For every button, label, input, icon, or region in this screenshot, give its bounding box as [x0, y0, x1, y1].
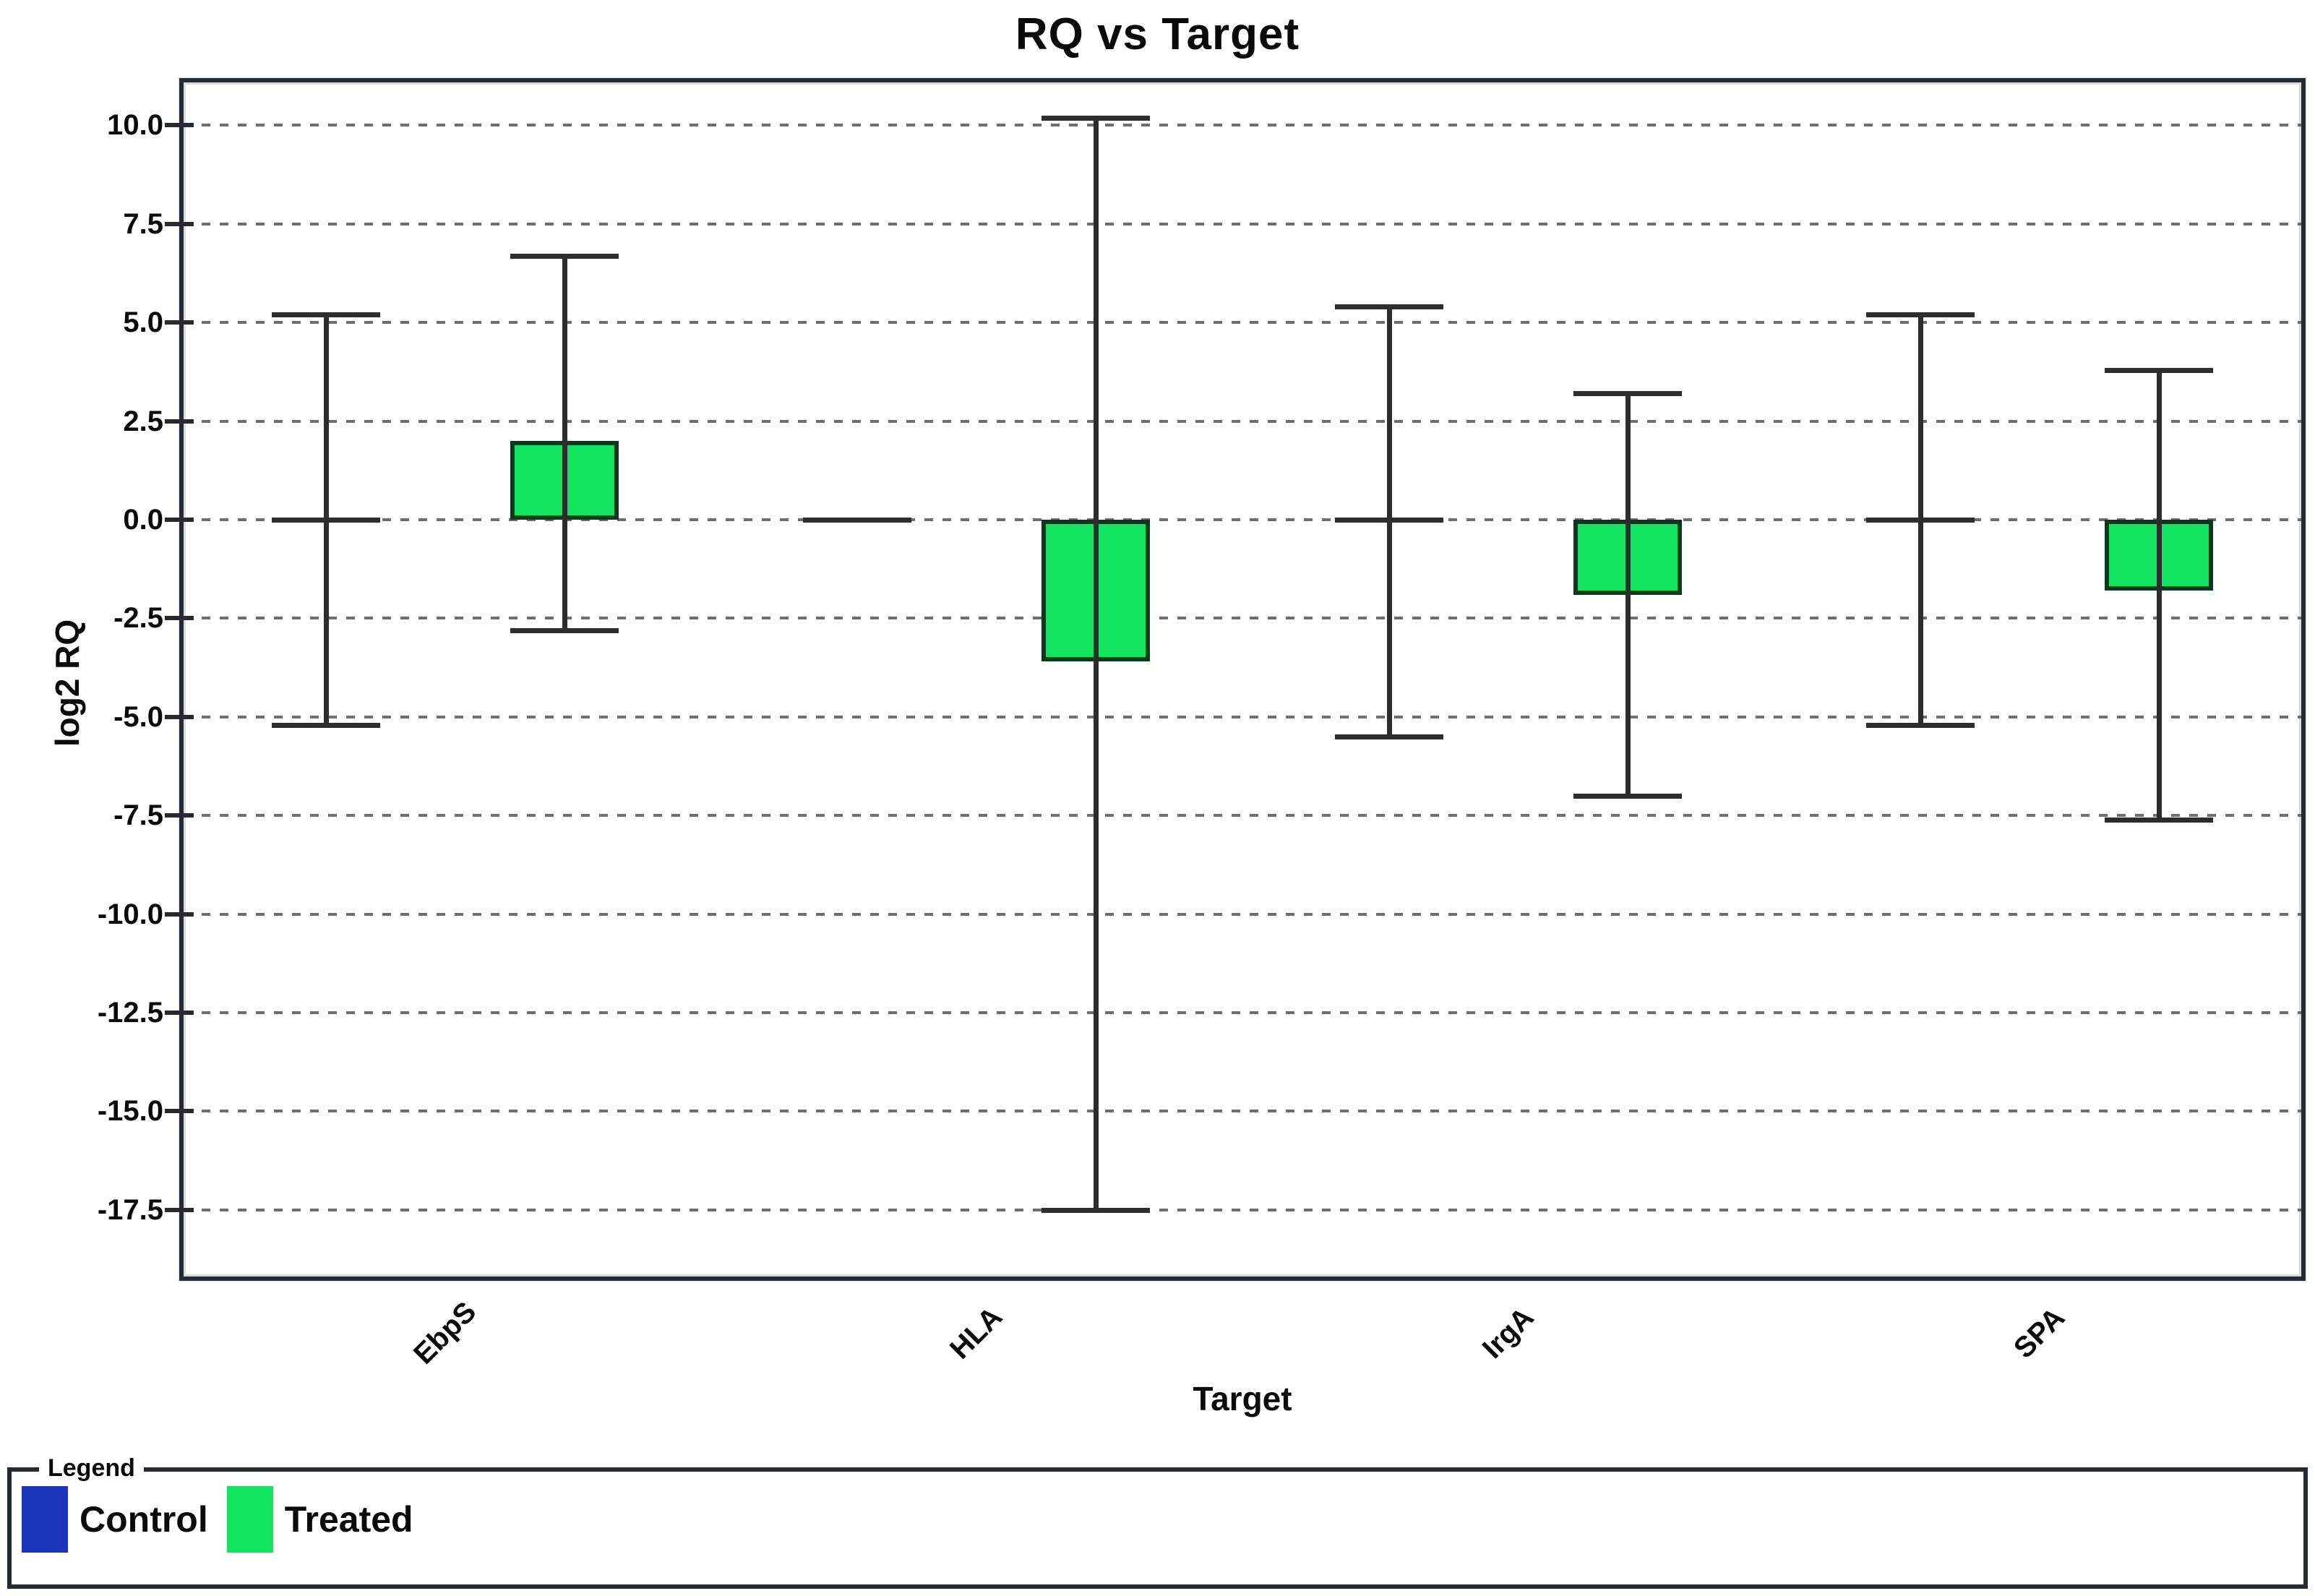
gridline	[184, 419, 2301, 423]
y-tick-mark	[165, 320, 194, 325]
gridline	[184, 518, 2301, 522]
whisker-cap-bottom-treated-HLA	[1041, 1207, 1151, 1213]
whisker-cap-bottom-treated-IrgA	[1573, 793, 1682, 799]
whisker-cap-top-control-SPA	[1866, 312, 1975, 318]
y-tick-label: 2.5	[123, 405, 163, 437]
y-tick-mark	[165, 419, 194, 424]
gridline	[184, 715, 2301, 718]
gridline	[184, 124, 2301, 127]
bar-control-HLA	[803, 518, 912, 523]
y-tick-label: 0.0	[123, 504, 163, 536]
whisker-treated-SPA	[2157, 369, 2162, 820]
y-tick-mark	[165, 616, 194, 621]
legend-item-control: Control	[22, 1486, 208, 1553]
y-tick-mark	[165, 123, 194, 128]
y-tick-label: 7.5	[123, 207, 163, 240]
whisker-cap-bottom-treated-SPA	[2105, 817, 2214, 823]
legend-title: Legend	[39, 1454, 144, 1483]
y-tick-label: 5.0	[123, 306, 163, 339]
y-tick-mark	[165, 1109, 194, 1114]
gridline	[184, 1110, 2301, 1113]
whisker-cap-bottom-control-IrgA	[1334, 734, 1443, 740]
whisker-treated-HLA	[1094, 117, 1099, 1210]
y-tick-label: -5.0	[113, 700, 163, 733]
legend-items: Control Treated	[12, 1472, 2303, 1553]
whisker-cap-bottom-treated-EbpS	[510, 627, 619, 633]
plot-area	[179, 78, 2306, 1281]
whisker-cap-top-treated-IrgA	[1573, 391, 1682, 397]
whisker-cap-top-treated-SPA	[2105, 367, 2214, 373]
y-tick-mark	[165, 1011, 194, 1015]
y-tick-label: 10.0	[107, 109, 163, 142]
whisker-cap-top-treated-HLA	[1041, 115, 1151, 121]
whisker-control-IrgA	[1386, 306, 1392, 737]
y-tick-mark	[165, 813, 194, 818]
y-tick-mark	[165, 1207, 194, 1212]
gridline	[184, 222, 2301, 226]
y-tick-mark	[165, 221, 194, 226]
legend-item-treated: Treated	[226, 1486, 413, 1553]
y-tick-mark	[165, 911, 194, 917]
whisker-cap-top-control-IrgA	[1334, 304, 1443, 310]
gridline	[184, 912, 2301, 916]
gridline	[184, 321, 2301, 325]
y-tick-label: -10.0	[97, 898, 163, 930]
legend-item-label: Treated	[284, 1499, 413, 1540]
gridline	[184, 617, 2301, 620]
control-color-swatch	[22, 1486, 68, 1553]
y-tick-label: -17.5	[97, 1193, 163, 1226]
whisker-cap-bottom-control-EbpS	[271, 722, 380, 728]
y-tick-label: -2.5	[113, 602, 163, 635]
whisker-treated-IrgA	[1625, 393, 1631, 796]
gridline	[184, 1208, 2301, 1211]
legend: Legend Control Treated	[7, 1454, 2308, 1589]
whisker-cap-top-control-EbpS	[271, 312, 380, 318]
chart-title: RQ vs Target	[1015, 9, 1300, 59]
y-tick-label: -12.5	[97, 997, 163, 1029]
treated-color-swatch	[226, 1486, 273, 1553]
y-tick-label: -7.5	[113, 799, 163, 832]
y-tick-mark	[165, 714, 194, 719]
y-tick-mark	[165, 518, 194, 523]
x-axis-title: Target	[1193, 1380, 1292, 1417]
whisker-cap-bottom-control-SPA	[1866, 722, 1975, 728]
y-tick-label: -15.0	[97, 1095, 163, 1128]
legend-item-label: Control	[80, 1499, 208, 1540]
whisker-control-EbpS	[323, 314, 329, 725]
y-axis-title: log2 RQ	[48, 619, 86, 747]
whisker-control-SPA	[1918, 314, 1924, 725]
gridline	[184, 1011, 2301, 1014]
gridline	[184, 814, 2301, 818]
whisker-cap-top-treated-EbpS	[510, 253, 619, 259]
whisker-treated-EbpS	[562, 255, 567, 630]
